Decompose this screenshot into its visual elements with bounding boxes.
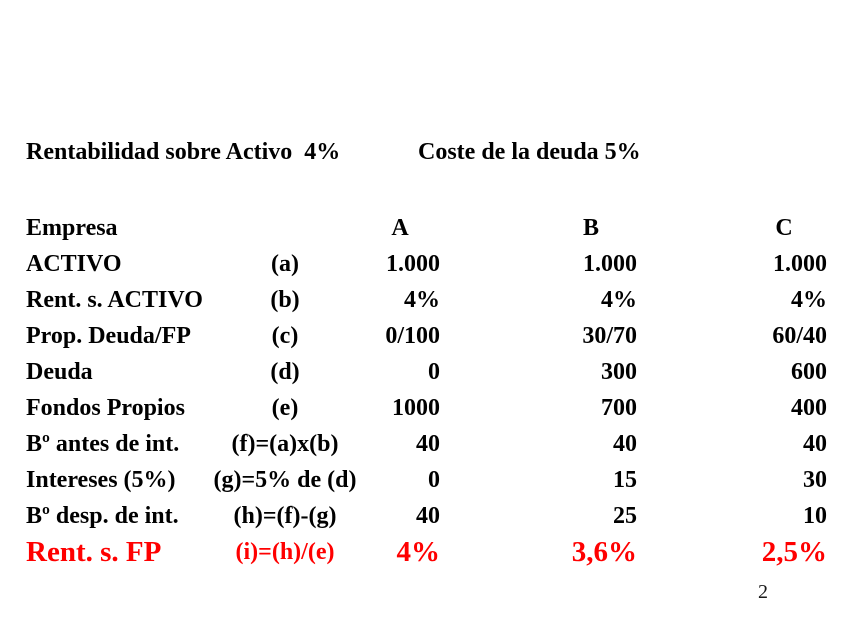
row-formula: (a) bbox=[271, 251, 299, 277]
row-header-label: Empresa bbox=[26, 215, 118, 241]
value-b: 300 bbox=[601, 359, 637, 385]
row-label: Bº desp. de int. bbox=[26, 503, 179, 529]
value-b: 3,6% bbox=[571, 536, 637, 568]
table-row: Intereses (5%) (g)=5% de (d) 0 15 30 bbox=[0, 465, 848, 497]
value-c: 2,5% bbox=[761, 536, 827, 568]
title-return-on-assets: Rentabilidad sobre Activo 4% bbox=[26, 139, 341, 165]
value-c: 40 bbox=[803, 431, 827, 457]
value-c: 4% bbox=[791, 287, 827, 313]
table-row: Bº antes de int. (f)=(a)x(b) 40 40 40 bbox=[0, 429, 848, 461]
row-label: ACTIVO bbox=[26, 251, 122, 277]
value-c: 600 bbox=[791, 359, 827, 385]
value-b: 4% bbox=[601, 287, 637, 313]
column-header-c: C bbox=[775, 215, 793, 241]
value-a: 40 bbox=[416, 431, 440, 457]
column-header-b: B bbox=[582, 215, 599, 241]
value-b: 40 bbox=[613, 431, 637, 457]
row-formula: (e) bbox=[271, 395, 299, 421]
row-label: Rent. s. FP bbox=[26, 536, 162, 568]
page-number: 2 bbox=[758, 581, 768, 603]
value-a: 1.000 bbox=[386, 251, 440, 277]
table-row: Fondos Propios (e) 1000 700 400 bbox=[0, 393, 848, 425]
value-a: 4% bbox=[396, 536, 441, 568]
row-label: Rent. s. ACTIVO bbox=[26, 287, 203, 313]
value-c: 30 bbox=[803, 467, 827, 493]
value-a: 0/100 bbox=[385, 323, 440, 349]
row-label: Prop. Deuda/FP bbox=[26, 323, 191, 349]
row-formula: (h)=(f)-(g) bbox=[233, 503, 337, 529]
value-c: 60/40 bbox=[772, 323, 827, 349]
value-a: 40 bbox=[416, 503, 440, 529]
row-formula: (d) bbox=[270, 359, 300, 385]
row-formula: (b) bbox=[270, 287, 300, 313]
row-formula: (f)=(a)x(b) bbox=[231, 431, 339, 457]
column-header-a: A bbox=[391, 215, 409, 241]
table-row: Deuda (d) 0 300 600 bbox=[0, 357, 848, 389]
value-b: 1.000 bbox=[583, 251, 637, 277]
row-label: Intereses (5%) bbox=[26, 467, 176, 493]
table-row: ACTIVO (a) 1.000 1.000 1.000 bbox=[0, 249, 848, 281]
value-c: 1.000 bbox=[773, 251, 827, 277]
row-label: Deuda bbox=[26, 359, 93, 385]
value-b: 700 bbox=[601, 395, 637, 421]
row-label: Bº antes de int. bbox=[26, 431, 180, 457]
value-a: 0 bbox=[428, 467, 440, 493]
table-row: Prop. Deuda/FP (c) 0/100 30/70 60/40 bbox=[0, 321, 848, 353]
value-c: 400 bbox=[791, 395, 827, 421]
table-row: Rent. s. FP (i)=(h)/(e) 4% 3,6% 2,5% bbox=[0, 537, 848, 569]
value-c: 10 bbox=[803, 503, 827, 529]
table-row: Bº desp. de int. (h)=(f)-(g) 40 25 10 bbox=[0, 501, 848, 533]
value-b: 30/70 bbox=[582, 323, 637, 349]
row-formula: (g)=5% de (d) bbox=[213, 467, 357, 493]
value-b: 15 bbox=[613, 467, 637, 493]
value-a: 0 bbox=[428, 359, 440, 385]
value-b: 25 bbox=[613, 503, 637, 529]
value-a: 4% bbox=[404, 287, 440, 313]
row-formula: (c) bbox=[271, 323, 299, 349]
table-header-row: Empresa A B C bbox=[0, 213, 848, 245]
title-cost-of-debt: Coste de la deuda 5% bbox=[418, 139, 641, 165]
table-row: Rent. s. ACTIVO (b) 4% 4% 4% bbox=[0, 285, 848, 317]
row-label: Fondos Propios bbox=[26, 395, 185, 421]
value-a: 1000 bbox=[392, 395, 440, 421]
row-formula: (i)=(h)/(e) bbox=[235, 539, 335, 565]
